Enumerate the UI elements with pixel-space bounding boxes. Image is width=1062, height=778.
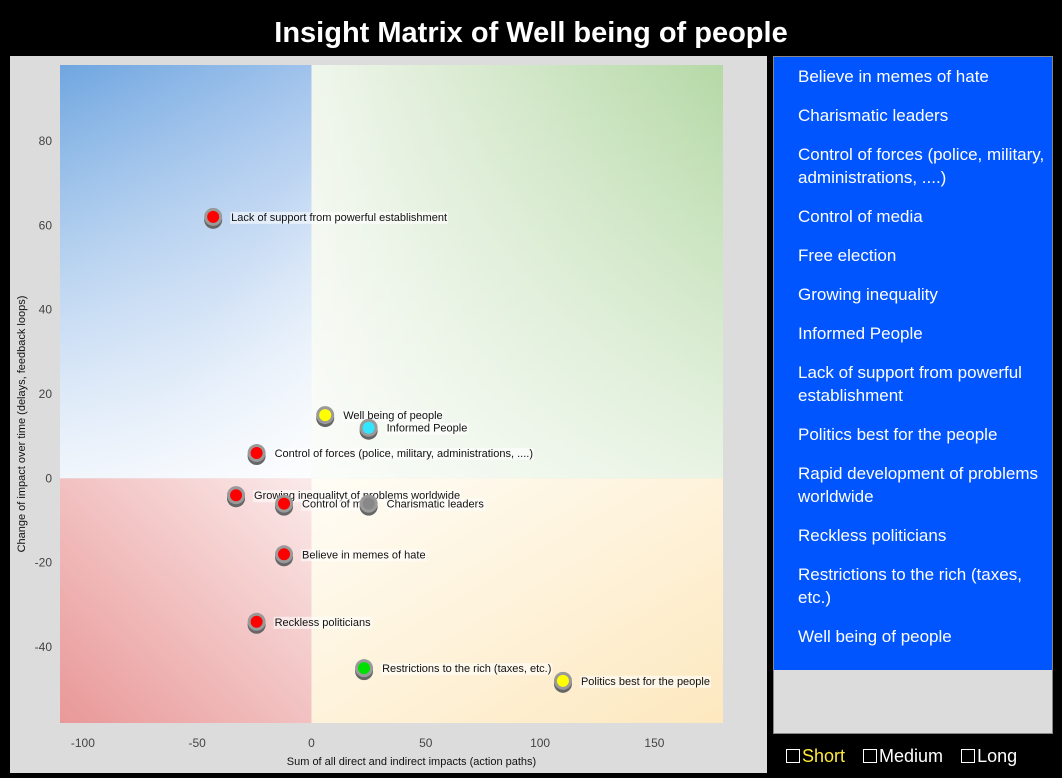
data-point-label-bg	[381, 663, 553, 676]
data-point-dot	[556, 674, 569, 687]
data-point[interactable]: Believe in memes of hate	[275, 545, 427, 567]
x-tick-label: 100	[530, 736, 550, 750]
data-point-dot	[358, 662, 371, 675]
data-point[interactable]: Charismatic leaders	[359, 494, 486, 516]
long-label: Long	[977, 745, 1018, 766]
data-point-label: Control of forces (police, military, adm…	[275, 448, 533, 460]
medium-checkbox-box[interactable]	[863, 749, 878, 763]
data-point-label: Well being of people	[343, 410, 442, 422]
data-point-dot	[230, 489, 243, 502]
data-point[interactable]: Informed People	[359, 418, 469, 440]
chart-panel: -100 -50 0 50 100 150 80 60 40 20 0 -20 -40 Sum of al…	[10, 56, 767, 773]
y-axis-label: Change of impact over time (delays, feed…	[16, 296, 28, 553]
x-tick-label: -100	[71, 736, 95, 750]
data-point-label-bg	[385, 422, 469, 435]
data-point-dot	[278, 497, 291, 510]
quadrant-top-left-fade	[60, 65, 312, 479]
factor-list-panel: Believe in memes of hate Charismatic lead…	[773, 56, 1053, 734]
data-point-label-bg	[579, 675, 711, 688]
data-point[interactable]	[227, 486, 246, 508]
y-tick-label: 0	[45, 471, 52, 485]
data-point-label-bg	[273, 616, 373, 629]
short-checkbox[interactable]: Short	[786, 744, 845, 768]
data-point[interactable]: Control of forces (police, military, adm…	[247, 444, 535, 466]
factor-list-item[interactable]: Believe in memes of hate	[798, 67, 989, 86]
insight-matrix-chart: -100 -50 0 50 100 150 80 60 40 20 0 -20 -40 Sum of al…	[16, 65, 723, 768]
page-title: Insight Matrix of Well being of people	[274, 17, 788, 49]
data-point-label: Believe in memes of hate	[302, 549, 426, 561]
long-checkbox[interactable]: Long	[961, 744, 1017, 768]
data-point-label-bg	[301, 549, 427, 562]
data-point-dot	[362, 497, 375, 510]
data-point-dot	[362, 421, 375, 434]
data-point-label-bg	[230, 211, 449, 224]
x-axis-label: Sum of all direct and indirect impacts (…	[287, 756, 536, 768]
data-point-dot	[278, 548, 291, 561]
factor-list-item[interactable]: Control of media	[798, 207, 923, 226]
quadrant-bottom-left	[60, 478, 312, 723]
data-point-label-bg	[273, 448, 535, 461]
medium-checkbox[interactable]: Medium	[863, 744, 943, 768]
factor-list-item[interactable]: Growing inequality	[798, 285, 938, 304]
medium-label: Medium	[879, 745, 944, 766]
y-tick-label: 20	[39, 387, 53, 401]
data-point-dot	[250, 615, 263, 628]
data-point[interactable]: Control of medi	[275, 494, 378, 516]
data-point-label: Lack of support from powerful establishm…	[231, 212, 447, 224]
short-checkbox-box[interactable]	[786, 749, 800, 763]
chart-points: Lack of support from powerful establishm…	[204, 207, 711, 693]
factor-list-item[interactable]: Informed People	[798, 324, 923, 343]
y-tick-label: 60	[39, 218, 53, 232]
factor-list-item[interactable]: Rapid development of problems worldwide	[798, 464, 1039, 506]
data-point[interactable]: Lack of support from powerful establishm…	[204, 207, 449, 229]
data-point-dot	[207, 210, 220, 223]
x-tick-label: 150	[644, 736, 664, 750]
factor-list-item[interactable]: Politics best for the people	[798, 425, 998, 444]
factor-list-item[interactable]: Restrictions to the rich (taxes, etc.)	[798, 565, 1022, 607]
long-checkbox-box[interactable]	[961, 749, 976, 763]
short-label: Short	[802, 745, 846, 766]
data-point-label: Restrictions to the rich (taxes, etc.)	[382, 663, 551, 675]
data-point[interactable]: Politics best for the people	[553, 671, 711, 693]
x-tick-label: 0	[308, 736, 315, 750]
data-point-dot	[250, 447, 263, 460]
data-point-label-bg	[385, 498, 486, 511]
chart-axes: -100 -50 0 50 100 150 80 60 40 20 0 -20 -40 Sum of al…	[16, 134, 665, 768]
y-tick-label: 80	[39, 134, 53, 148]
factor-list-item[interactable]: Free election	[798, 246, 897, 265]
y-tick-label: -20	[35, 556, 53, 570]
data-point-label: Control of medi	[302, 499, 377, 511]
data-point-dot	[319, 409, 332, 422]
horizon-legend: Short Medium Long	[786, 744, 1017, 768]
factor-list-item[interactable]: Reckless politicians	[798, 526, 947, 545]
factor-list-item[interactable]: Well being of people	[798, 627, 952, 646]
data-point[interactable]: Restrictions to the rich (taxes, etc.)	[355, 659, 553, 681]
data-point-label: Politics best for the people	[581, 676, 710, 688]
y-tick-label: -40	[35, 640, 53, 654]
data-point-label: Charismatic leaders	[387, 499, 485, 511]
factor-list-item[interactable]: Lack of support from powerful establishm…	[798, 363, 1022, 405]
quadrant-backgrounds	[60, 65, 723, 723]
data-point-label: Informed People	[387, 423, 468, 435]
factor-list-item[interactable]: Control of forces (police, military, adm…	[798, 145, 1045, 187]
factor-list: Believe in memes of hate Charismatic lead…	[774, 57, 1052, 670]
y-tick-label: 40	[39, 303, 53, 317]
x-tick-label: -50	[189, 736, 207, 750]
data-point-label: Reckless politicians	[275, 617, 371, 629]
quadrant-top-right-fade	[311, 65, 723, 479]
x-tick-label: 50	[419, 736, 433, 750]
data-point[interactable]: Reckless politicians	[247, 612, 373, 634]
factor-list-item[interactable]: Charismatic leaders	[798, 106, 949, 125]
data-point-label-bg	[301, 498, 378, 511]
